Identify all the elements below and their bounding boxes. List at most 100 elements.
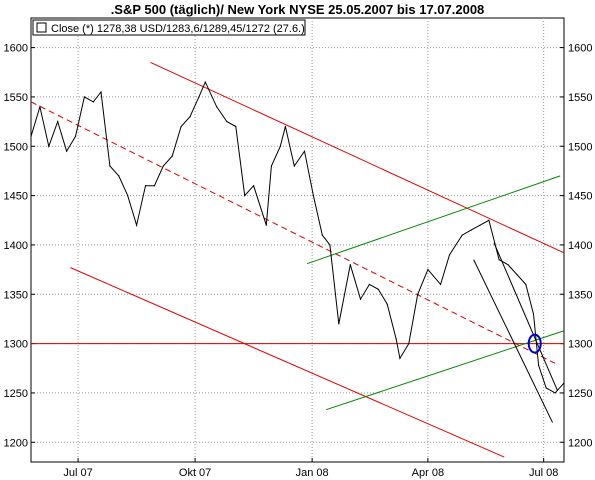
- close-price-point: [408, 343, 410, 345]
- y-tick-label-left: 1200: [4, 437, 28, 449]
- trendline: [473, 259, 554, 423]
- y-tick-label-left: 1600: [4, 43, 28, 55]
- close-price-point: [270, 165, 273, 167]
- close-price-point: [303, 150, 306, 152]
- close-price-point: [226, 121, 228, 123]
- y-tick-label-right: 1500: [568, 141, 592, 153]
- close-price-point: [279, 145, 281, 147]
- close-price-point: [118, 175, 120, 177]
- y-tick-label-left: 1350: [4, 289, 28, 301]
- close-price-point: [127, 195, 129, 197]
- close-price-point: [417, 293, 419, 295]
- close-price-point: [180, 125, 182, 128]
- close-price-point: [144, 185, 147, 187]
- y-tick-label-left: 1250: [4, 388, 28, 400]
- y-tick-label-right: 1250: [568, 388, 592, 400]
- close-price-point: [545, 387, 547, 389]
- close-price-point: [39, 106, 41, 108]
- close-price-point: [171, 155, 173, 157]
- x-tick-label: Jul 08: [529, 467, 558, 479]
- close-price-point: [235, 125, 237, 128]
- close-price-point: [338, 323, 340, 325]
- trendline: [30, 101, 556, 364]
- y-tick-label-right: 1400: [568, 240, 592, 252]
- close-price-point: [265, 224, 267, 226]
- chart-title: .S&P 500 (täglich)/ New York NYSE 25.05.…: [110, 2, 485, 17]
- y-tick-label-left: 1400: [4, 240, 28, 252]
- x-tick-label: Okt 07: [179, 467, 211, 479]
- markers-layer: [527, 333, 542, 354]
- close-price-point: [525, 283, 527, 285]
- y-tick-label-right: 1600: [568, 43, 592, 55]
- close-price-point: [74, 135, 77, 137]
- close-price-point: [386, 303, 388, 305]
- close-price-point: [537, 364, 540, 366]
- trendline: [70, 267, 505, 458]
- close-price-point: [516, 273, 518, 276]
- trendline: [150, 61, 565, 254]
- close-price-point: [284, 125, 287, 128]
- y-tick-label-left: 1450: [4, 191, 28, 203]
- close-price-point: [92, 101, 94, 103]
- y-tick-label-left: 1500: [4, 141, 28, 153]
- legend-swatch: [36, 22, 47, 33]
- close-price-point: [399, 357, 401, 359]
- trendline: [306, 175, 561, 265]
- close-price-point: [109, 165, 111, 167]
- x-tick-label: Jan 08: [296, 467, 329, 479]
- close-price-point: [253, 185, 255, 187]
- trendline: [493, 242, 559, 392]
- close-price-point: [153, 185, 155, 187]
- close-price-point: [83, 96, 86, 98]
- close-price-point: [57, 121, 59, 123]
- close-price-point: [448, 254, 451, 256]
- close-price-point: [532, 313, 535, 315]
- x-tick-label: Apr 08: [412, 467, 444, 479]
- legend-label: Close (*) 1278,38 USD/1283,6/1289,45/127…: [51, 23, 305, 35]
- close-price-point: [427, 269, 429, 271]
- close-price-point: [216, 106, 218, 108]
- y-tick-label-left: 1300: [4, 339, 28, 351]
- close-price-point: [244, 195, 246, 197]
- close-price-point: [100, 91, 102, 93]
- close-price-point: [470, 229, 472, 231]
- y-tick-label-right: 1300: [568, 339, 592, 351]
- y-tick-label-right: 1450: [568, 191, 592, 203]
- series-layer: [30, 80, 565, 394]
- close-price-point: [440, 283, 442, 285]
- close-price-point: [563, 382, 565, 384]
- close-price-point: [48, 145, 50, 147]
- grid: [31, 18, 564, 462]
- close-price-point: [189, 116, 191, 118]
- plot-area-frame: [30, 17, 565, 463]
- x-tick-label: Jul 07: [63, 467, 92, 479]
- close-price-point: [30, 135, 32, 137]
- close-price-point: [162, 165, 164, 167]
- y-tick-label-right: 1200: [568, 437, 592, 449]
- close-price-point: [349, 264, 351, 266]
- legend: Close (*) 1278,38 USD/1283,6/1289,45/127…: [32, 19, 306, 36]
- close-price-point: [377, 288, 379, 290]
- y-tick-label-left: 1550: [4, 92, 28, 104]
- close-price-point: [461, 234, 463, 236]
- close-price-point: [66, 150, 68, 152]
- y-tick-label-right: 1550: [568, 92, 592, 104]
- y-tick-label-right: 1350: [568, 289, 592, 301]
- trendlines: [30, 61, 565, 458]
- legend-box: [32, 19, 306, 36]
- close-price-point: [135, 224, 138, 226]
- close-price-point: [321, 234, 323, 236]
- close-price-point: [479, 224, 481, 226]
- close-price-point: [198, 96, 200, 98]
- highlight-ellipse: [527, 333, 542, 354]
- close-price-point: [368, 283, 370, 285]
- close-price-point: [293, 165, 295, 167]
- close-price-point: [498, 259, 500, 261]
- close-price-point: [488, 219, 490, 221]
- close-price-point: [395, 338, 397, 340]
- close-price-point: [329, 244, 331, 246]
- close-price-point: [507, 264, 509, 266]
- close-price-point: [312, 195, 315, 197]
- close-price-point: [204, 81, 206, 83]
